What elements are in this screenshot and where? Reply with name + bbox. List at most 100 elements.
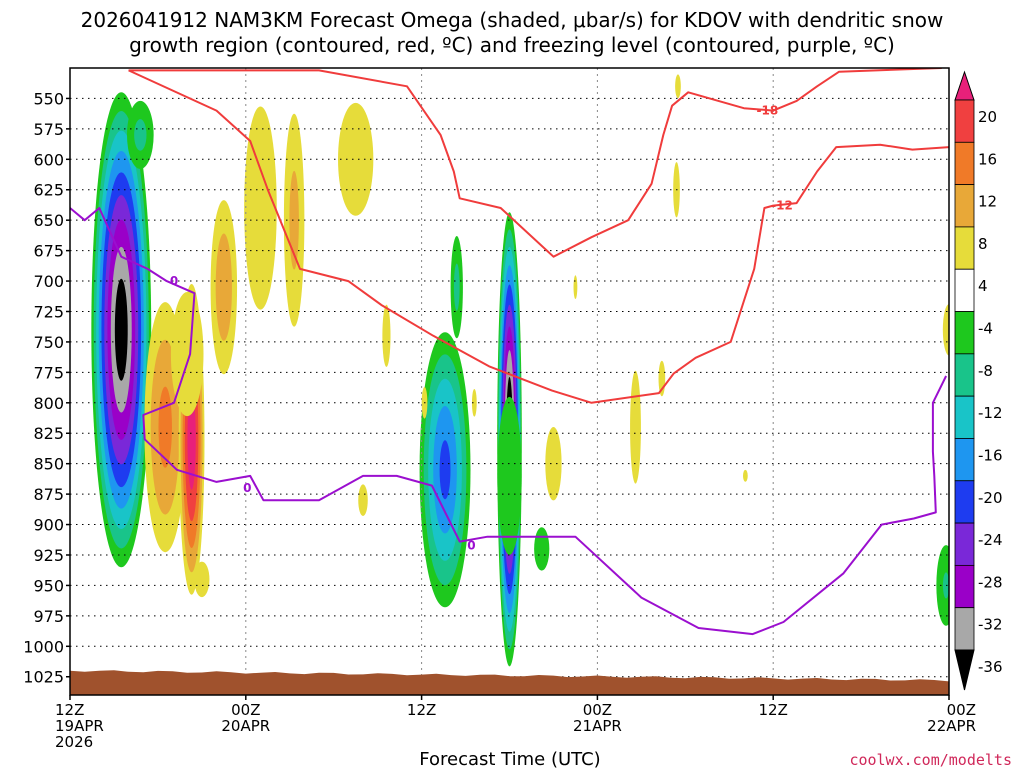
colorbar-label-3: 8 [978,235,988,253]
omega-cell-7 [338,102,374,216]
colorbar-label-12: -32 [978,616,1003,634]
omega-level-24-0 [742,469,748,482]
omega-cell-20 [630,370,641,484]
xtick-label-0-2: 2026 [55,733,93,751]
omega-level-12-0 [497,396,522,555]
xtick-label-0-0: 12Z [55,701,84,719]
y-axis-ticks: 550 575 600 625 650 675 700 725 750 775 800 825 850 8… [23,89,70,687]
omega-cell-19 [573,275,578,299]
ytick-label-650: 650 [33,211,64,230]
colorbar-label-0: 20 [978,108,997,126]
xtick-label-4-0: 12Z [759,701,788,719]
colorbar-swatch-5 [954,268,975,312]
colorbar-label-1: 16 [978,150,997,168]
omega-level-5-1 [134,119,147,151]
x-axis-label: Forecast Time (UTC) [419,749,600,768]
xtick-label-2-0: 12Z [407,701,436,719]
omega-cell-24 [742,469,748,482]
omega-cell-10 [450,236,463,339]
plot-frame [69,67,950,696]
colorbar-swatch-2 [954,141,975,186]
xtick-label-3-1: 21APR [573,717,622,735]
omega-cell-6 [283,113,305,327]
ytick-label-675: 675 [33,242,64,261]
omega-cell-9 [419,332,471,608]
xtick-label-5-1: 22APR [927,717,976,735]
chart-title-line2: growth region (contoured, red, ºC) and f… [129,33,895,57]
omega-level-27-0 [194,561,210,598]
colorbar-swatch-11 [954,522,975,566]
contour-label-freezing_level-0: 0 [170,274,178,288]
chart-title-line1: 2026041912 NAM3KM Forecast Omega (shaded… [81,8,944,32]
colorbar-swatch-13 [954,607,975,651]
ytick-label-850: 850 [33,455,64,474]
ytick-label-625: 625 [33,181,64,200]
omega-cell-16 [358,484,368,516]
omega-cell-5 [127,100,154,170]
omega-cell-18 [471,388,477,417]
colorbar-top-arrow [954,70,975,101]
omega-cell-8 [244,106,277,310]
omega-level-10-1 [453,263,460,311]
omega-cell-4 [210,200,238,375]
colorbar-bottom-arrow [954,649,975,691]
colorbar-swatch-7 [954,353,975,397]
contour-dgz_minus12 [128,69,949,404]
omega-cell-15 [382,304,391,367]
omega-level-0-8 [114,278,128,381]
omega-level-26-0 [942,304,949,356]
colorbar-label-4: 4 [978,277,988,295]
ytick-label-825: 825 [33,424,64,443]
omega-level-13-0 [545,427,562,501]
colorbar-label-2: 12 [978,193,997,211]
omega-level-15-0 [382,304,391,367]
omega-cell-13 [545,427,562,501]
omega-level-6-1 [289,170,299,270]
colorbar-swatch-12 [954,564,975,609]
colorbar-swatch-6 [954,311,975,355]
omega-level-20-0 [630,370,641,484]
omega-level-7-0 [338,102,374,216]
contour-lines: -12 -18 0 0 0 [70,68,949,636]
omega-level-14-0 [534,527,550,571]
ytick-label-550: 550 [33,89,64,108]
colorbar-label-11: -28 [978,573,1003,591]
ytick-label-775: 775 [33,363,64,382]
omega-level-9-4 [439,440,451,500]
omega-level-18-0 [471,388,477,417]
colorbar-swatch-3 [954,184,975,228]
omega-level-19-0 [573,275,578,299]
omega-cell-23 [675,74,681,99]
colorbar: 20 16 12 8 4 -4 -8 -12 -16 -20 -24 -28 -32 -36 [954,70,1003,691]
contour-label-freezing_level-1: 0 [243,481,251,495]
contour-freezing_level [70,207,947,636]
contour-label-dgz_minus18-0: -18 [756,104,778,118]
terrain-ground [70,670,949,695]
omega-cell-25 [936,545,949,626]
ytick-label-725: 725 [33,302,64,321]
ytick-label-950: 950 [33,576,64,595]
omega-level-25-1 [942,572,949,599]
colorbar-swatch-10 [954,480,975,524]
contour-label-freezing_level-2: 0 [467,538,475,552]
xtick-label-3-0: 00Z [583,701,612,719]
omega-cell-26 [942,304,949,356]
xtick-label-5-0: 00Z [947,701,976,719]
colorbar-label-7: -12 [978,404,1003,422]
ytick-label-925: 925 [33,546,64,565]
colorbar-label-6: -8 [978,362,993,380]
ytick-label-750: 750 [33,333,64,352]
omega-cell-12 [497,396,522,555]
ytick-label-600: 600 [33,150,64,169]
colorbar-label-5: -4 [978,320,993,338]
ytick-label-900: 900 [33,516,64,535]
ytick-label-975: 975 [33,607,64,626]
credit-text: coolwx.com/modelts [849,751,1012,768]
contour-dgz_minus18 [128,68,942,258]
omega-cell-27 [194,561,210,598]
colorbar-label-13: -36 [978,658,1003,676]
xtick-label-1-0: 00Z [231,701,260,719]
xtick-label-1-1: 20APR [221,717,270,735]
